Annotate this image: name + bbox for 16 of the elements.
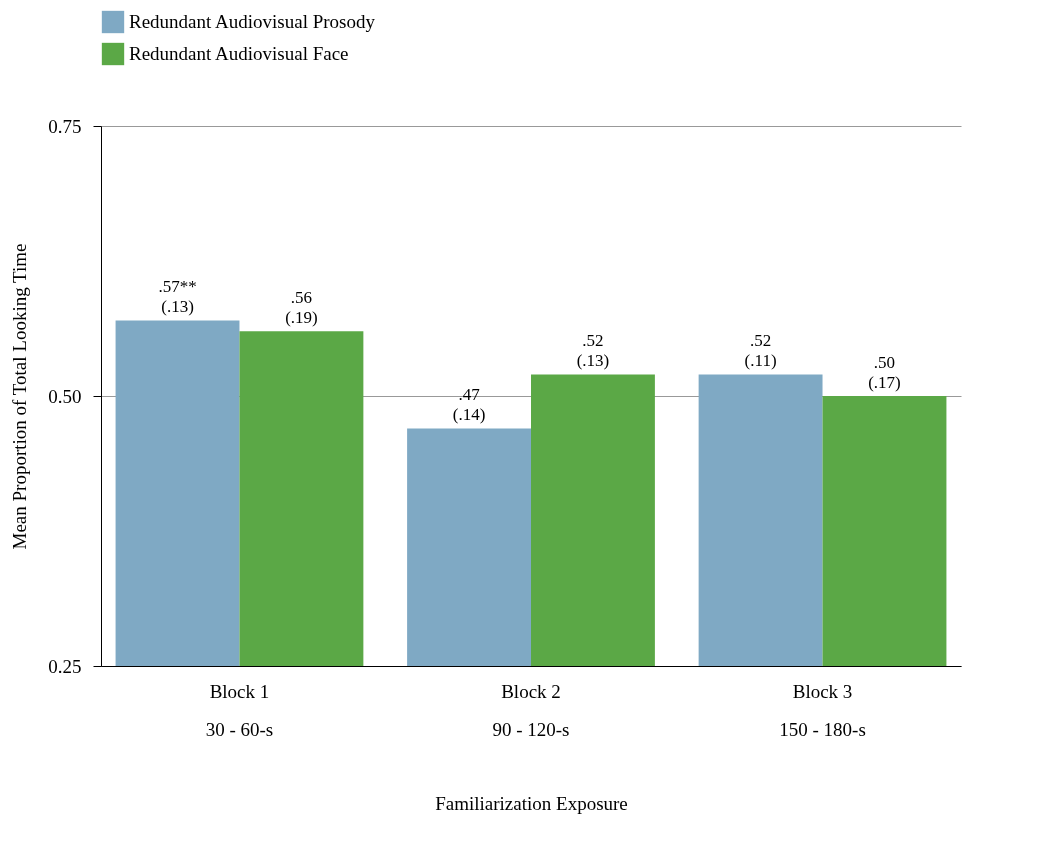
x-tick-label: Block 1 30 - 60-s (205, 680, 274, 740)
data-label: .47 (.14) (452, 385, 486, 425)
legend-label: Redundant Audiovisual Face (129, 43, 349, 64)
x-tick-label: Block 3 150 - 180-s (779, 680, 866, 740)
data-label: .56 (.19) (285, 288, 318, 328)
y-axis-title: Mean Proportion of Total Looking Time (9, 243, 31, 550)
data-label: .52 (.11) (744, 331, 777, 371)
y-tick-label: 0.50 (48, 385, 82, 407)
y-tick-label: 0.25 (48, 655, 82, 677)
y-tick-label: 0.75 (48, 115, 82, 137)
data-label: .50 (.17) (868, 353, 901, 392)
data-label: .52 (.13) (576, 331, 610, 371)
x-axis-title: Familiarization Exposure (435, 792, 628, 814)
legend-label: Redundant Audiovisual Prosody (129, 11, 376, 32)
x-tick-label: Block 2 90 - 120-s (492, 680, 570, 740)
data-label: .57** (.13) (158, 277, 197, 317)
